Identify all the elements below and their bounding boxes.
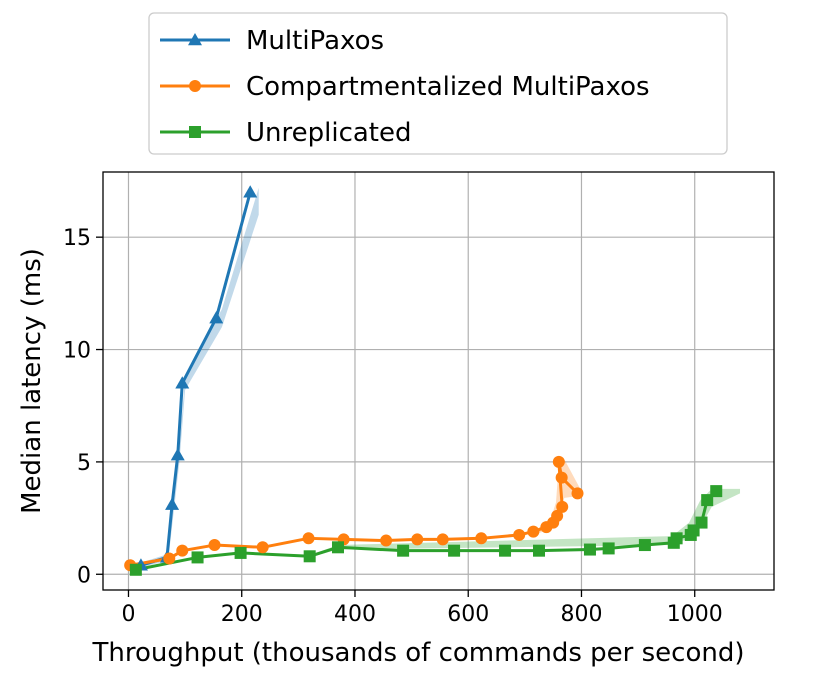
- legend-box: [148, 12, 728, 155]
- compartmentalized-multipaxos-point: [163, 552, 176, 565]
- unreplicated-point: [448, 544, 461, 557]
- unreplicated-point: [499, 544, 512, 557]
- compartmentalized-multipaxos-point: [302, 532, 315, 545]
- unreplicated-point: [710, 485, 723, 498]
- series-lines: [129, 191, 718, 572]
- compartmentalized-multipaxos-point: [552, 455, 565, 468]
- compartmentalized-multipaxos-point: [513, 528, 526, 541]
- unreplicated-point: [695, 516, 708, 529]
- x-tick-label: 800: [560, 602, 602, 627]
- unreplicated-point: [303, 550, 316, 563]
- unreplicated-point: [638, 539, 651, 552]
- x-axis-label: Throughput (thousands of commands per se…: [92, 638, 745, 668]
- multipaxos-band: [139, 187, 259, 568]
- multipaxos-point: [165, 497, 180, 510]
- grid-lines: [103, 172, 774, 590]
- unreplicated-point: [533, 544, 546, 557]
- unreplicated-point: [397, 544, 410, 557]
- compartmentalized-multipaxos-point: [475, 532, 488, 545]
- compartmentalized-multipaxos-band: [536, 459, 582, 534]
- x-tick-label: 200: [221, 602, 263, 627]
- y-tick-label: 15: [63, 226, 91, 251]
- multipaxos-point: [209, 311, 224, 324]
- plot-frame: [102, 171, 775, 591]
- legend-label-compartmentalized-multipaxos: Compartmentalized MultiPaxos: [246, 72, 650, 102]
- compartmentalized-multipaxos-point: [551, 509, 564, 522]
- unreplicated-point: [670, 532, 683, 545]
- x-axis-ticks: 0 200 400 600 800 1000: [121, 590, 723, 627]
- compartmentalized-multipaxos-point: [555, 471, 568, 484]
- legend: MultiPaxos Compartmentalized MultiPaxos Un…: [148, 12, 728, 155]
- compartmentalized-multipaxos-point: [411, 533, 424, 546]
- compartmentalized-multipaxos-point: [256, 541, 269, 554]
- unreplicated-point: [129, 563, 142, 576]
- x-tick-label: 1000: [667, 602, 723, 627]
- compartmentalized-multipaxos-point: [556, 500, 569, 513]
- x-tick-label: 0: [121, 602, 135, 627]
- unreplicated-band: [309, 488, 741, 558]
- y-tick-label: 0: [77, 563, 91, 588]
- unreplicated-point: [602, 542, 615, 555]
- y-tick-label: 5: [77, 451, 91, 476]
- compartmentalized-multipaxos-point: [176, 544, 189, 557]
- compartmentalized-multipaxos-point: [380, 534, 393, 547]
- multipaxos-point: [170, 448, 185, 461]
- unreplicated-line: [135, 490, 718, 572]
- unreplicated-point: [331, 541, 344, 554]
- x-tick-label: 400: [334, 602, 376, 627]
- compartmentalized-multipaxos-point: [571, 487, 584, 500]
- unreplicated-point: [583, 543, 596, 556]
- y-axis-label: Median latency (ms): [17, 248, 47, 514]
- multipaxos-line: [140, 191, 252, 567]
- legend-marker-compartmentalized-multipaxos: [189, 80, 201, 92]
- compartmentalized-multipaxos-point: [527, 525, 540, 538]
- y-tick-label: 10: [63, 339, 91, 364]
- confidence-bands: [139, 187, 741, 568]
- legend-marker-multipaxos: [188, 33, 202, 46]
- compartmentalized-multipaxos-point: [208, 539, 221, 552]
- compartmentalized-multipaxos-point: [436, 533, 449, 546]
- unreplicated-point: [234, 546, 247, 559]
- unreplicated-point: [191, 551, 204, 564]
- x-tick-label: 600: [447, 602, 489, 627]
- unreplicated-point: [701, 494, 714, 507]
- legend-marker-unreplicated: [189, 126, 201, 138]
- series-markers: [124, 185, 723, 576]
- multipaxos-point: [175, 376, 190, 389]
- legend-label-unreplicated: Unreplicated: [246, 118, 412, 148]
- multipaxos-point: [243, 185, 258, 198]
- legend-label-multipaxos: MultiPaxos: [246, 26, 384, 56]
- y-axis-ticks: 0 5 10 15: [63, 226, 103, 588]
